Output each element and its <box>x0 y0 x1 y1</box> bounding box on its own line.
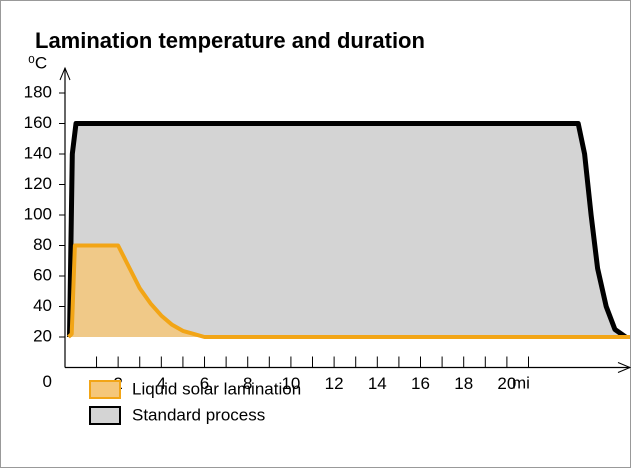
y-tick-label: 160 <box>24 113 52 132</box>
legend-swatch <box>89 406 121 425</box>
legend-label: Liquid solar lamination <box>132 379 301 398</box>
series-area <box>69 123 626 337</box>
x-tick-label: 16 <box>411 374 430 393</box>
x-tick-label: 6 <box>200 374 209 393</box>
x-tick-label: 18 <box>454 374 473 393</box>
x-tick-label: 20 <box>497 374 516 393</box>
x-tick-label: 10 <box>281 374 300 393</box>
y-axis-label: ⁰C <box>28 53 47 72</box>
y-tick-label: 180 <box>24 82 52 101</box>
y-tick-label: 120 <box>24 174 52 193</box>
x-axis-arrow <box>617 362 631 373</box>
x-tick-label: 12 <box>325 374 344 393</box>
series-line <box>67 243 630 339</box>
y-tick-label: 80 <box>33 235 52 254</box>
y-tick-label: 60 <box>33 265 52 284</box>
x-tick-label: 4 <box>157 374 166 393</box>
y-tick-label: 40 <box>33 296 52 315</box>
x-axis-label: mi <box>512 373 530 392</box>
y-tick-label: 20 <box>33 326 52 345</box>
series-area <box>68 245 630 337</box>
legend-swatch <box>89 380 121 399</box>
series-line <box>67 121 628 340</box>
x-tick-label: 8 <box>243 374 252 393</box>
y-tick-label: 140 <box>24 143 52 162</box>
chart-title: Lamination temperature and duration <box>35 28 425 53</box>
x-tick-label: 14 <box>368 374 387 393</box>
legend-label: Standard process <box>132 405 265 424</box>
y-tick-label: 100 <box>24 204 52 223</box>
plot <box>67 121 630 340</box>
y-axis-arrow <box>59 66 71 81</box>
y-tick-label: 0 <box>43 372 52 391</box>
